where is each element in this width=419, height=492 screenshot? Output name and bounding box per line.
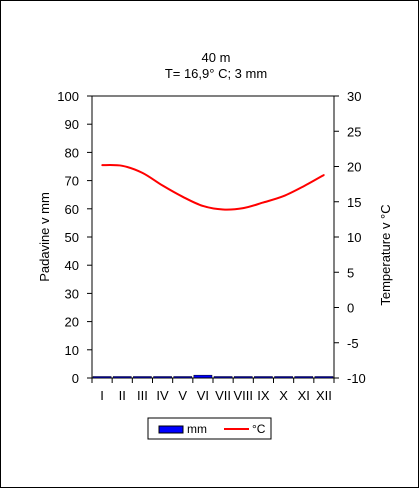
plot-area [91, 95, 335, 379]
temperature-point-V [181, 196, 184, 198]
x-tick-label: VII [215, 388, 231, 403]
temperature-point-XI [302, 185, 305, 188]
x-tick-label: II [119, 388, 126, 403]
right-tick-label: 5 [347, 265, 354, 280]
precipitation-bars [92, 374, 334, 379]
tick-labels: 0 10 20 30 40 50 60 70 80 90 100 -10 -5 0 5 10 15 20 25 30 I… [57, 89, 366, 403]
temperature-point-X [282, 195, 285, 197]
left-tick-label: 20 [65, 315, 79, 330]
temperature-point-VI [202, 205, 204, 207]
left-tick-label: 90 [65, 117, 79, 132]
left-tick-label: 80 [65, 145, 79, 160]
temperature-point-IX [262, 201, 265, 204]
left-tick-label: 70 [65, 174, 79, 189]
right-tick-label: 15 [347, 195, 361, 210]
temperature-point-VIII [242, 207, 245, 209]
left-tick-label: 10 [65, 343, 79, 358]
right-tick-label: 10 [347, 230, 361, 245]
legend-box [147, 417, 272, 440]
right-tick-label: 30 [347, 89, 361, 104]
temperature-point-VII [222, 208, 224, 211]
legend: mm °C [147, 417, 272, 440]
right-tick-label: 25 [347, 124, 361, 139]
left-tick-label: 40 [65, 258, 79, 273]
x-tick-label: X [279, 388, 288, 403]
right-tick-label: 20 [347, 160, 361, 175]
left-tick-label: 60 [65, 202, 79, 217]
x-tick-label: XII [316, 388, 332, 403]
legend-swatch-mm [158, 425, 184, 434]
x-tick-label: XI [298, 388, 310, 403]
right-tick-label: 0 [347, 301, 354, 316]
temperature-point-I [101, 164, 103, 166]
temperature-line [102, 164, 325, 211]
x-tick-label: V [178, 388, 187, 403]
temperature-point-IV [161, 184, 164, 187]
temperature-point-II [121, 164, 124, 167]
chart-subtitle: T= 16,9° C; 3 mm [165, 66, 267, 81]
x-tick-label: I [100, 388, 104, 403]
x-tick-label: IX [257, 388, 270, 403]
right-tick-label: -10 [347, 371, 366, 386]
temperature-point-III [141, 172, 144, 174]
x-tick-label: VIII [233, 388, 253, 403]
left-tick-label: 50 [65, 230, 79, 245]
right-tick-label: -5 [347, 336, 359, 351]
x-tick-label: VI [197, 388, 209, 403]
x-tick-label: IV [156, 388, 169, 403]
chart-title: 40 m [202, 50, 231, 65]
left-tick-label: 100 [57, 89, 79, 104]
left-tick-label: 30 [65, 286, 79, 301]
x-tick-label: III [137, 388, 148, 403]
temperature-series [101, 164, 325, 211]
left-tick-label: 0 [72, 371, 79, 386]
legend-label-temperature: °C [252, 422, 266, 436]
legend-label-mm: mm [187, 422, 207, 436]
left-axis-title: Padavine v mm [37, 192, 52, 282]
axes [87, 95, 339, 383]
right-axis-title: Temperature v °C [378, 204, 393, 305]
temperature-point-XII [323, 174, 325, 176]
